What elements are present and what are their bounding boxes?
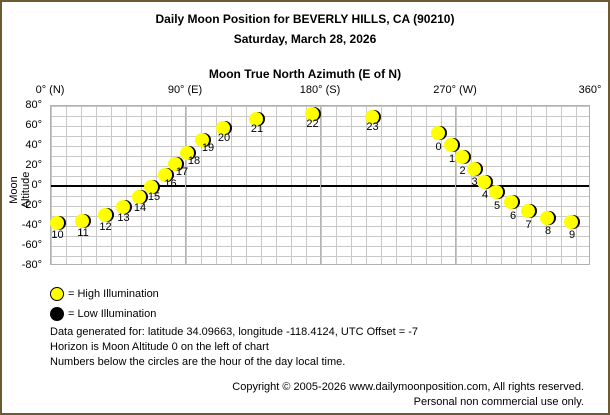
info-hours: Numbers below the circles are the hour o… bbox=[50, 356, 346, 368]
x-tick-label: 90° (E) bbox=[167, 84, 203, 96]
hour-label: 13 bbox=[117, 212, 130, 224]
moon-icon bbox=[75, 214, 89, 228]
moon-icon bbox=[489, 185, 503, 199]
moon-icon bbox=[454, 150, 469, 164]
hour-label: 19 bbox=[201, 142, 215, 154]
hour-label: 17 bbox=[175, 166, 189, 178]
y-tick-label: 0° bbox=[31, 179, 42, 191]
plot-area bbox=[50, 105, 590, 265]
moon-icon bbox=[249, 112, 263, 126]
hour-label: 11 bbox=[77, 227, 89, 239]
hour-label: 23 bbox=[366, 121, 379, 133]
moon-icon bbox=[564, 215, 578, 229]
low-illumination-icon bbox=[50, 307, 64, 321]
x-tick-label: 180° (S) bbox=[299, 84, 341, 96]
moon-icon bbox=[157, 168, 172, 182]
moon-icon bbox=[216, 121, 230, 135]
x-tick-label: 0° (N) bbox=[35, 84, 65, 96]
moon-icon bbox=[304, 107, 319, 121]
hour-label: 0 bbox=[435, 141, 442, 153]
hour-label: 22 bbox=[306, 118, 319, 130]
chart-date: Saturday, March 28, 2026 bbox=[233, 32, 377, 46]
hour-label: 15 bbox=[147, 191, 161, 203]
moon-icon bbox=[364, 110, 379, 124]
y-tick-label: 20° bbox=[25, 159, 42, 171]
y-tick-label: 60° bbox=[25, 119, 42, 131]
hour-label: 2 bbox=[459, 165, 466, 177]
hour-label: 9 bbox=[568, 229, 576, 241]
moon-icon bbox=[466, 162, 481, 176]
moon-icon bbox=[168, 157, 182, 171]
copyright-text: Copyright © 2005-2026 www.dailymoonposit… bbox=[232, 381, 584, 393]
legend-high: = High Illumination bbox=[50, 287, 159, 301]
moon-icon bbox=[115, 200, 130, 214]
hour-label: 21 bbox=[250, 123, 264, 135]
hour-label: 16 bbox=[164, 178, 177, 190]
hour-label: 1 bbox=[448, 153, 456, 165]
x-tick-label: 270° (W) bbox=[433, 84, 477, 96]
chart-title: Daily Moon Position for BEVERLY HILLS, C… bbox=[155, 12, 455, 26]
hour-label: 10 bbox=[51, 229, 64, 241]
y-tick-label: -40° bbox=[21, 219, 42, 231]
y-axis-label: Moon Altitude bbox=[8, 171, 32, 209]
moon-icon bbox=[195, 133, 209, 147]
hour-label: 4 bbox=[481, 189, 489, 201]
hour-label: 5 bbox=[493, 200, 501, 212]
hour-label: 14 bbox=[133, 202, 147, 214]
legend-low-label: = Low Illumination bbox=[68, 308, 157, 320]
moon-icon bbox=[477, 175, 491, 189]
info-location: Data generated for: latitude 34.09663, l… bbox=[50, 326, 419, 338]
hour-label: 8 bbox=[544, 225, 552, 237]
info-horizon: Horizon is Moon Altitude 0 on the left o… bbox=[50, 341, 269, 353]
moon-icon bbox=[180, 146, 194, 160]
moon-icon bbox=[444, 138, 458, 152]
hour-label: 3 bbox=[471, 176, 478, 188]
moon-icon bbox=[540, 211, 554, 225]
high-illumination-icon bbox=[50, 287, 64, 301]
hour-label: 18 bbox=[187, 155, 201, 167]
moon-icon bbox=[504, 195, 518, 209]
y-tick-label: 80° bbox=[25, 99, 42, 111]
hour-label: 20 bbox=[217, 132, 231, 144]
moon-icon bbox=[144, 180, 158, 194]
hour-label: 7 bbox=[525, 219, 532, 231]
x-axis-title: Moon True North Azimuth (E of N) bbox=[208, 67, 402, 81]
major-gridline bbox=[185, 106, 186, 264]
hour-label: 12 bbox=[99, 221, 112, 233]
moon-icon bbox=[132, 190, 146, 204]
moon-icon bbox=[97, 208, 112, 222]
usage-text: Personal non commercial use only. bbox=[413, 396, 584, 408]
legend-high-label: = High Illumination bbox=[68, 288, 159, 300]
moon-icon bbox=[430, 126, 445, 140]
moon-icon bbox=[520, 204, 535, 218]
major-gridline bbox=[320, 106, 321, 264]
hour-label: 6 bbox=[509, 210, 517, 222]
y-tick-label: -60° bbox=[21, 239, 42, 251]
legend-low: = Low Illumination bbox=[50, 307, 156, 321]
major-gridline bbox=[455, 106, 456, 264]
y-tick-label: -80° bbox=[21, 259, 42, 271]
moon-icon bbox=[49, 216, 64, 230]
y-tick-label: 40° bbox=[25, 139, 42, 151]
x-tick-label: 360° bbox=[578, 84, 602, 96]
y-tick-label: -20° bbox=[21, 199, 42, 211]
